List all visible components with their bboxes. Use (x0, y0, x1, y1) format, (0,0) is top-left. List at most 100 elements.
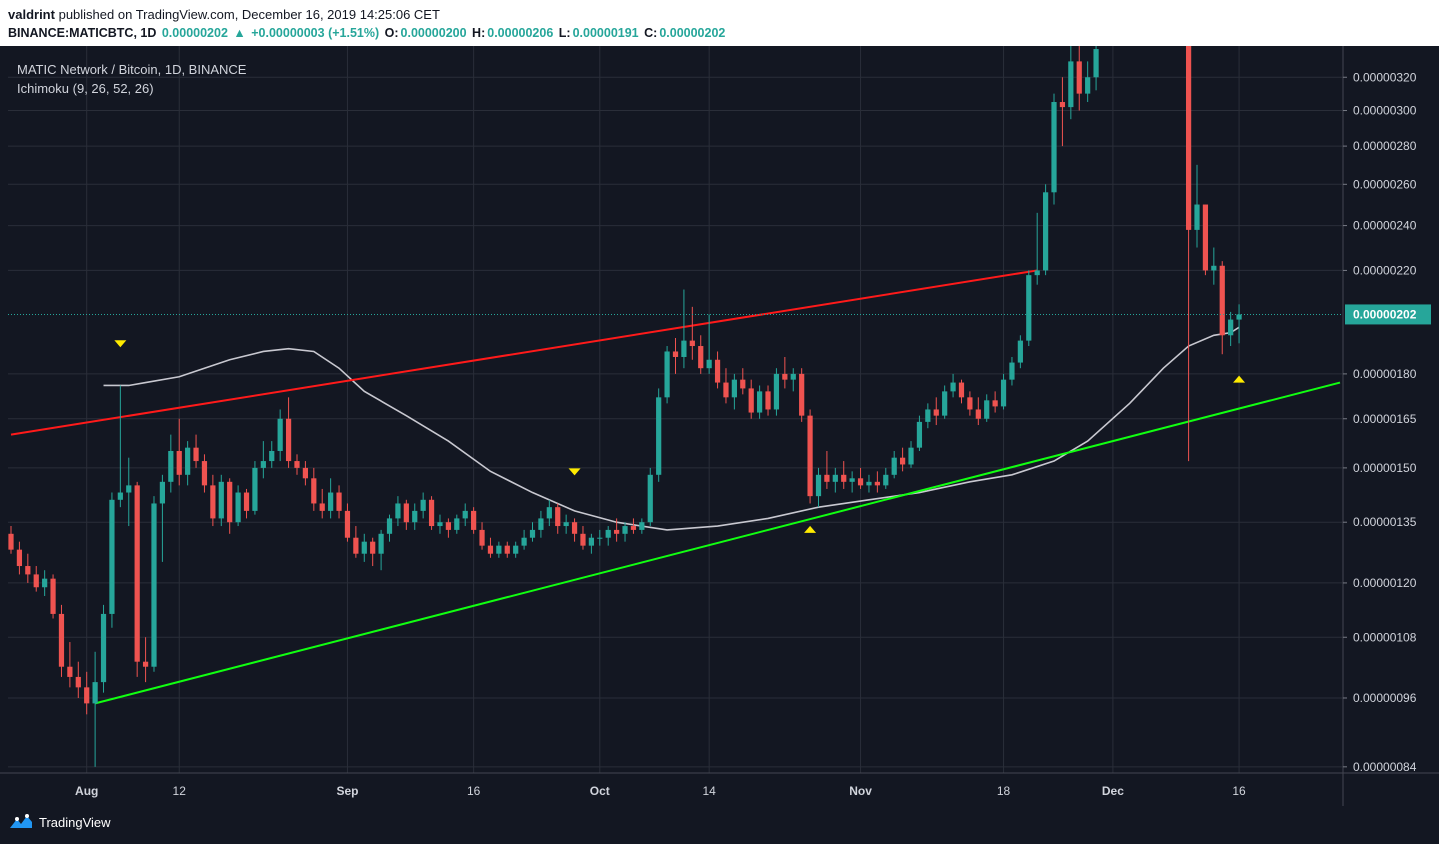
candle-up (109, 492, 115, 628)
candle-body (285, 418, 292, 462)
candle-body (773, 373, 780, 410)
y-tick-label: 0.00000165 (1353, 412, 1417, 426)
candle-up (92, 651, 98, 767)
chart-area[interactable]: 0.00000320 0.00000300 0.00000280 0.00000260… (0, 46, 1439, 806)
candle-body (580, 533, 586, 546)
candle-body (908, 447, 914, 465)
author-name[interactable]: valdrint (8, 7, 55, 22)
candle-down (672, 337, 679, 374)
candle-down (67, 642, 73, 688)
candle-up (546, 499, 552, 527)
candle-up (832, 467, 838, 493)
candle-down (1202, 204, 1209, 276)
candle-up (925, 403, 931, 429)
candle-down (344, 503, 351, 542)
candle-up (529, 522, 536, 542)
candle-down (428, 496, 435, 530)
candle-body (815, 474, 822, 497)
candle-body (185, 447, 191, 475)
candle-up (185, 441, 191, 486)
indicator-label[interactable]: Ichimoku (9, 26, 52, 26) (17, 81, 154, 96)
candle-down (336, 485, 342, 519)
y-tick-label: 0.00000220 (1353, 263, 1417, 277)
price-change: +0.00000003 (+1.51%) (251, 26, 380, 40)
candle-body (647, 474, 653, 523)
candle-up (588, 533, 594, 554)
y-tick-label: 0.00000096 (1353, 691, 1417, 705)
candle-body (933, 409, 939, 416)
candle-body (630, 526, 637, 530)
candle-body (1051, 102, 1057, 193)
candle-up (942, 385, 948, 419)
candle-body (142, 661, 149, 667)
candle-body (403, 503, 409, 523)
candle-body (857, 478, 864, 486)
candle-body (984, 400, 990, 419)
candle-down (134, 481, 140, 677)
candle-body (1085, 77, 1091, 94)
candle-down (8, 526, 14, 554)
x-tick-label: Aug (75, 784, 98, 798)
candle-body (1076, 61, 1082, 94)
candle-down (479, 522, 485, 550)
candle-body (311, 478, 317, 504)
candle-up (269, 441, 275, 468)
candle-up (1000, 373, 1007, 410)
candle-up (395, 496, 401, 527)
candle-body (698, 346, 704, 369)
candle-body (807, 415, 813, 497)
candle-body (117, 492, 123, 500)
candlestick-chart[interactable]: 0.00000320 0.00000300 0.00000280 0.00000260… (0, 46, 1439, 806)
candle-up (622, 522, 628, 542)
candle-down (571, 518, 578, 542)
candle-down (807, 409, 813, 504)
candle-body (454, 518, 460, 530)
candle-down (75, 661, 81, 698)
candle-up (597, 529, 603, 546)
candle-body (277, 418, 283, 451)
candle-body (958, 382, 965, 398)
candle-body (714, 359, 721, 383)
candle-down (874, 471, 880, 493)
candle-body (84, 687, 90, 704)
candle-body (67, 666, 73, 677)
x-tick-label: Dec (1102, 784, 1124, 798)
candle-body (883, 474, 889, 486)
candle-down (933, 397, 939, 426)
y-tick-label: 0.00000300 (1353, 104, 1417, 118)
tradingview-brand[interactable]: TradingView (8, 812, 111, 832)
candle-body (361, 541, 367, 554)
chart-title[interactable]: MATIC Network / Bitcoin, 1D, BINANCE (17, 62, 247, 77)
candle-body (328, 492, 334, 511)
marker-up-icon (804, 525, 817, 533)
candle-down (445, 518, 451, 538)
candle-body (546, 507, 552, 519)
y-tick-label: 0.00000180 (1353, 367, 1417, 381)
symbol-info: BINANCE:MATICBTC, 1D 0.00000202 ▲ +0.000… (8, 26, 727, 40)
candle-body (445, 522, 451, 530)
candle-body (344, 510, 351, 538)
candle-down (1185, 46, 1192, 462)
candle-up (1085, 61, 1091, 103)
candle-down (243, 488, 250, 519)
candle-down (319, 488, 325, 519)
ohlc-high-key: H: (472, 26, 486, 40)
candle-body (571, 522, 578, 534)
candle-body (109, 499, 115, 614)
plot-layer (8, 46, 1343, 773)
support-line (94, 381, 1341, 705)
candle-down (302, 461, 309, 486)
candle-body (731, 379, 737, 398)
candle-body (950, 382, 956, 392)
candle-down (689, 306, 695, 360)
publish-info: valdrint published on TradingView.com, D… (8, 7, 440, 22)
candle-body (227, 481, 233, 523)
candle-down (471, 507, 477, 534)
candle-down (975, 397, 981, 426)
y-tick-label: 0.00000108 (1353, 630, 1417, 644)
symbol-name: BINANCE:MATICBTC, 1D (8, 26, 157, 40)
candle-body (42, 578, 48, 588)
candle-up (1042, 184, 1049, 276)
candle-down (630, 518, 637, 534)
candle-body (395, 503, 401, 519)
